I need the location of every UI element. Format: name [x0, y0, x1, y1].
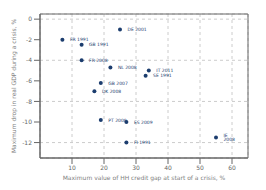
- svg-text:IE2008: IE2008: [224, 133, 236, 143]
- svg-text:50: 50: [196, 164, 204, 171]
- svg-text:-2: -2: [26, 36, 32, 43]
- svg-text:Maximum drop in real GDP durin: Maximum drop in real GDP during a crisis…: [10, 19, 18, 153]
- svg-text:PT 2008: PT 2008: [108, 118, 126, 123]
- svg-text:GB 2007: GB 2007: [108, 81, 128, 86]
- svg-text:DK 2008: DK 2008: [102, 89, 121, 94]
- svg-text:40: 40: [164, 164, 172, 171]
- svg-text:-8: -8: [26, 98, 32, 105]
- svg-text:-4: -4: [26, 56, 32, 63]
- svg-text:DE 2001: DE 2001: [128, 27, 147, 32]
- svg-text:-12: -12: [22, 139, 32, 146]
- svg-text:Maximum value of HH credit gap: Maximum value of HH credit gap at start …: [63, 174, 226, 182]
- svg-text:IT 2011: IT 2011: [156, 68, 174, 74]
- svg-text:FR 1991: FR 1991: [70, 37, 89, 42]
- svg-text:0: 0: [28, 15, 32, 22]
- svg-text:FI 1991: FI 1991: [134, 140, 151, 145]
- svg-text:20: 20: [100, 164, 108, 171]
- svg-text:NL 2008: NL 2008: [118, 65, 137, 70]
- svg-text:-10: -10: [22, 118, 32, 125]
- svg-text:SE 1991: SE 1991: [153, 73, 172, 78]
- svg-text:60: 60: [228, 164, 236, 171]
- svg-text:30: 30: [132, 164, 140, 171]
- svg-text:FR 2008: FR 2008: [89, 58, 108, 63]
- svg-text:GB 1991: GB 1991: [89, 42, 109, 47]
- svg-text:-6: -6: [26, 77, 32, 84]
- svg-text:ES 2009: ES 2009: [134, 120, 153, 125]
- svg-text:10: 10: [68, 164, 76, 171]
